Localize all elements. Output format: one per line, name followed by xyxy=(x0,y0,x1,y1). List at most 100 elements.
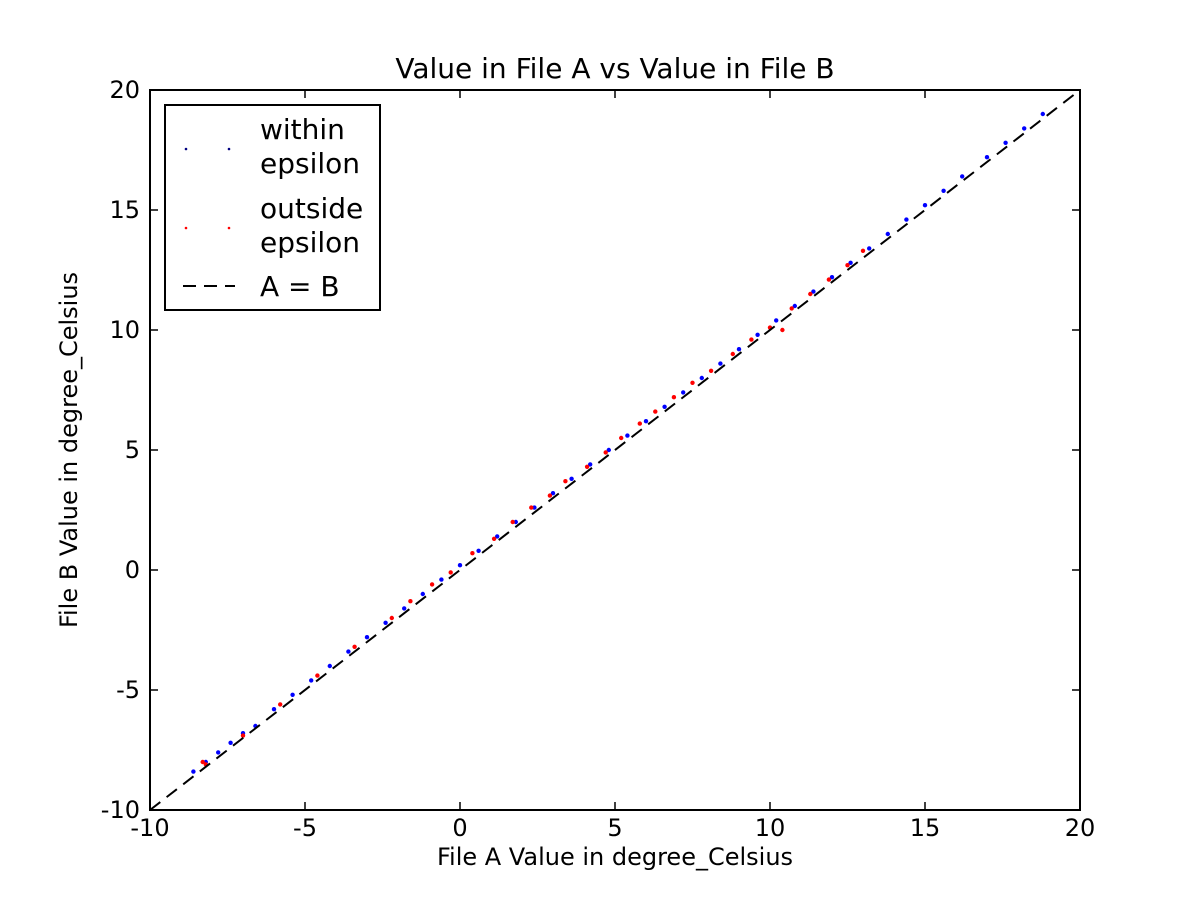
x-tick-label: -5 xyxy=(293,814,317,842)
data-point xyxy=(690,380,695,385)
x-tick-label: 15 xyxy=(910,814,941,842)
data-point xyxy=(792,303,797,309)
data-point xyxy=(364,635,370,640)
data-point xyxy=(637,421,642,426)
legend-marker xyxy=(184,147,188,151)
legend-item-identity: A = B xyxy=(183,270,340,303)
data-point xyxy=(476,548,481,553)
data-point xyxy=(619,435,624,441)
x-axis-label: File A Value in degree_Celsius xyxy=(437,843,793,871)
data-point xyxy=(457,563,463,568)
y-tick-label: 10 xyxy=(109,316,140,344)
data-point xyxy=(420,591,425,597)
data-point xyxy=(681,390,686,395)
data-point xyxy=(811,289,816,294)
x-tick-label: 0 xyxy=(452,814,467,842)
data-point xyxy=(383,620,388,625)
data-point xyxy=(408,599,413,604)
data-point xyxy=(495,534,500,539)
data-point xyxy=(529,505,534,510)
legend-label: A = B xyxy=(260,270,340,303)
data-point xyxy=(271,707,277,712)
identity-line xyxy=(149,89,1081,811)
data-point xyxy=(216,750,221,755)
x-tick-label: 5 xyxy=(607,814,622,842)
data-point xyxy=(718,361,723,366)
data-point xyxy=(513,519,518,525)
y-tick-label: 0 xyxy=(125,556,140,584)
data-point xyxy=(200,759,205,765)
data-point xyxy=(569,476,574,481)
data-point xyxy=(662,404,667,409)
data-point xyxy=(588,462,593,467)
data-point xyxy=(829,275,835,280)
data-point xyxy=(510,519,515,525)
data-point xyxy=(984,155,990,160)
data-point xyxy=(315,673,320,678)
y-axis-label: File B Value in degree_Celsius xyxy=(55,272,83,628)
data-point xyxy=(563,479,568,484)
data-point xyxy=(867,246,872,251)
data-point xyxy=(1003,140,1008,145)
data-point xyxy=(1021,126,1027,131)
data-point xyxy=(848,260,853,265)
y-tick-label: -10 xyxy=(101,796,140,824)
data-point xyxy=(327,663,332,669)
data-point xyxy=(671,395,677,400)
data-point xyxy=(643,419,649,424)
data-point xyxy=(808,291,813,297)
data-point xyxy=(532,505,537,510)
data-point xyxy=(885,231,890,237)
data-point xyxy=(749,337,754,342)
data-point xyxy=(547,493,553,498)
data-point xyxy=(346,649,351,654)
series-outside-epsilon xyxy=(200,248,866,767)
data-point xyxy=(439,577,444,582)
points-layer xyxy=(191,111,1046,774)
data-point xyxy=(941,188,946,193)
data-point xyxy=(904,217,909,222)
data-point xyxy=(470,551,475,556)
data-point xyxy=(309,678,314,683)
data-point xyxy=(922,203,928,208)
data-point xyxy=(584,464,590,469)
y-tick-label: 15 xyxy=(109,196,140,224)
data-point xyxy=(240,733,246,738)
data-point xyxy=(780,327,785,333)
data-point xyxy=(845,263,850,268)
data-point xyxy=(191,769,196,774)
data-point xyxy=(290,692,295,697)
y-tick-label: 20 xyxy=(109,76,140,104)
data-point xyxy=(228,740,233,745)
data-point xyxy=(699,375,704,381)
data-point xyxy=(448,570,453,575)
data-point xyxy=(774,318,779,323)
y-axis-ticks: -10 -5 0 5 10 15 20 xyxy=(101,76,1080,824)
data-point xyxy=(352,644,357,649)
legend-item-outside: outside epsilon xyxy=(184,192,363,259)
data-point xyxy=(826,277,832,282)
legend: within epsilon outside epsilon A = B xyxy=(164,104,381,311)
data-point xyxy=(606,447,611,453)
data-point xyxy=(960,174,965,179)
data-point xyxy=(730,351,735,357)
data-point xyxy=(550,491,556,496)
chart-title: Value in File A vs Value in File B xyxy=(395,52,834,85)
data-point xyxy=(429,582,435,587)
data-point xyxy=(491,536,497,541)
data-point xyxy=(860,248,866,253)
data-point xyxy=(708,368,714,373)
data-point xyxy=(736,347,742,352)
data-point xyxy=(755,332,760,337)
data-point xyxy=(402,606,407,611)
legend-marker xyxy=(227,147,231,151)
legend-item-within: within epsilon xyxy=(184,113,360,180)
x-axis-ticks: -10 -5 0 5 10 15 20 xyxy=(130,90,1095,842)
data-point xyxy=(653,409,658,414)
legend-label: outside epsilon xyxy=(260,192,363,259)
y-tick-label: -5 xyxy=(116,676,140,704)
data-point xyxy=(625,433,630,438)
legend-label: within epsilon xyxy=(260,113,360,180)
x-tick-label: 20 xyxy=(1065,814,1096,842)
